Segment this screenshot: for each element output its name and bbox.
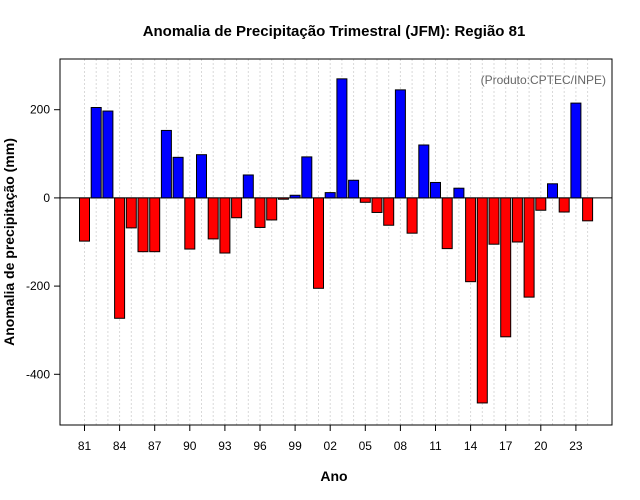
x-tick-label: 93: [218, 439, 232, 453]
bar-1996: [254, 197, 266, 228]
grid: [84, 59, 589, 425]
x-tick-label: 81: [78, 439, 92, 453]
bar-2016: [488, 197, 500, 245]
x-tick-label: 84: [113, 439, 127, 453]
bar-2005: [359, 197, 371, 203]
x-tick-label: 14: [464, 439, 478, 453]
bar-1981: [79, 197, 90, 242]
x-tick-label: 02: [324, 439, 338, 453]
bar-1988: [160, 129, 172, 199]
bar-2014: [465, 197, 477, 283]
bar-1983: [102, 110, 114, 199]
bar-2021: [547, 183, 558, 199]
bar-2009: [406, 197, 418, 234]
x-tick-label: 17: [499, 439, 513, 453]
bars: [79, 78, 594, 404]
bar-2018: [511, 197, 523, 243]
bar-2007: [383, 197, 395, 226]
bar-2017: [500, 197, 512, 338]
y-tick-label: 200: [30, 103, 50, 117]
bar-1993: [219, 197, 231, 254]
bar-2008: [394, 89, 406, 199]
bar-1984: [114, 197, 126, 319]
bar-2023: [570, 102, 582, 199]
bar-1990: [184, 197, 196, 250]
bar-1994: [231, 197, 243, 219]
x-tick-label: 90: [183, 439, 197, 453]
y-axis-title: Anomalia de precipitação (mm): [1, 138, 17, 346]
x-tick-label: 99: [288, 439, 302, 453]
bar-1989: [172, 156, 184, 199]
bar-2020: [535, 197, 547, 211]
bar-1995: [242, 174, 254, 199]
bar-2011: [430, 181, 441, 199]
bar-2012: [441, 197, 453, 250]
credit-annotation: (Produto:CPTEC/INPE): [481, 73, 606, 87]
x-axis-title: Ano: [320, 468, 347, 484]
plot-frame: [59, 58, 613, 426]
bar-1991: [196, 154, 207, 199]
x-axis: 81 84 87 90 93 96 99 02 05 08 11 14 17 20 23: [78, 425, 583, 453]
bar-2006: [371, 197, 383, 213]
y-tick-label: 0: [43, 191, 50, 205]
bar-2022: [558, 197, 570, 213]
bar-2024: [582, 197, 594, 222]
bar-2003: [336, 78, 348, 199]
bar-1982: [90, 107, 102, 199]
x-tick-label: 20: [534, 439, 548, 453]
x-tick-label: 11: [429, 439, 442, 453]
bar-2004: [348, 179, 360, 199]
x-tick-label: 23: [569, 439, 583, 453]
x-tick-label: 05: [359, 439, 373, 453]
bar-2013: [453, 187, 465, 199]
bar-2002: [324, 192, 336, 199]
y-axis: -400 -200 0 200: [26, 103, 60, 381]
bar-2019: [523, 197, 535, 298]
bar-2015: [476, 197, 488, 404]
x-tick-label: 08: [394, 439, 408, 453]
bar-1986: [137, 197, 149, 253]
y-tick-label: -200: [26, 279, 50, 293]
y-tick-label: -400: [26, 367, 50, 381]
bar-1999: [289, 194, 301, 199]
chart-title: Anomalia de Precipitação Trimestral (JFM…: [143, 23, 526, 40]
bar-1997: [266, 197, 278, 221]
bar-2000: [301, 156, 313, 199]
bar-1998: [277, 197, 289, 200]
bar-1992: [207, 197, 219, 240]
bar-2010: [418, 144, 430, 199]
x-tick-label: 87: [148, 439, 162, 453]
bar-1985: [125, 197, 137, 229]
bar-1987: [149, 197, 161, 253]
bar-2001: [313, 197, 324, 289]
x-tick-label: 96: [253, 439, 267, 453]
